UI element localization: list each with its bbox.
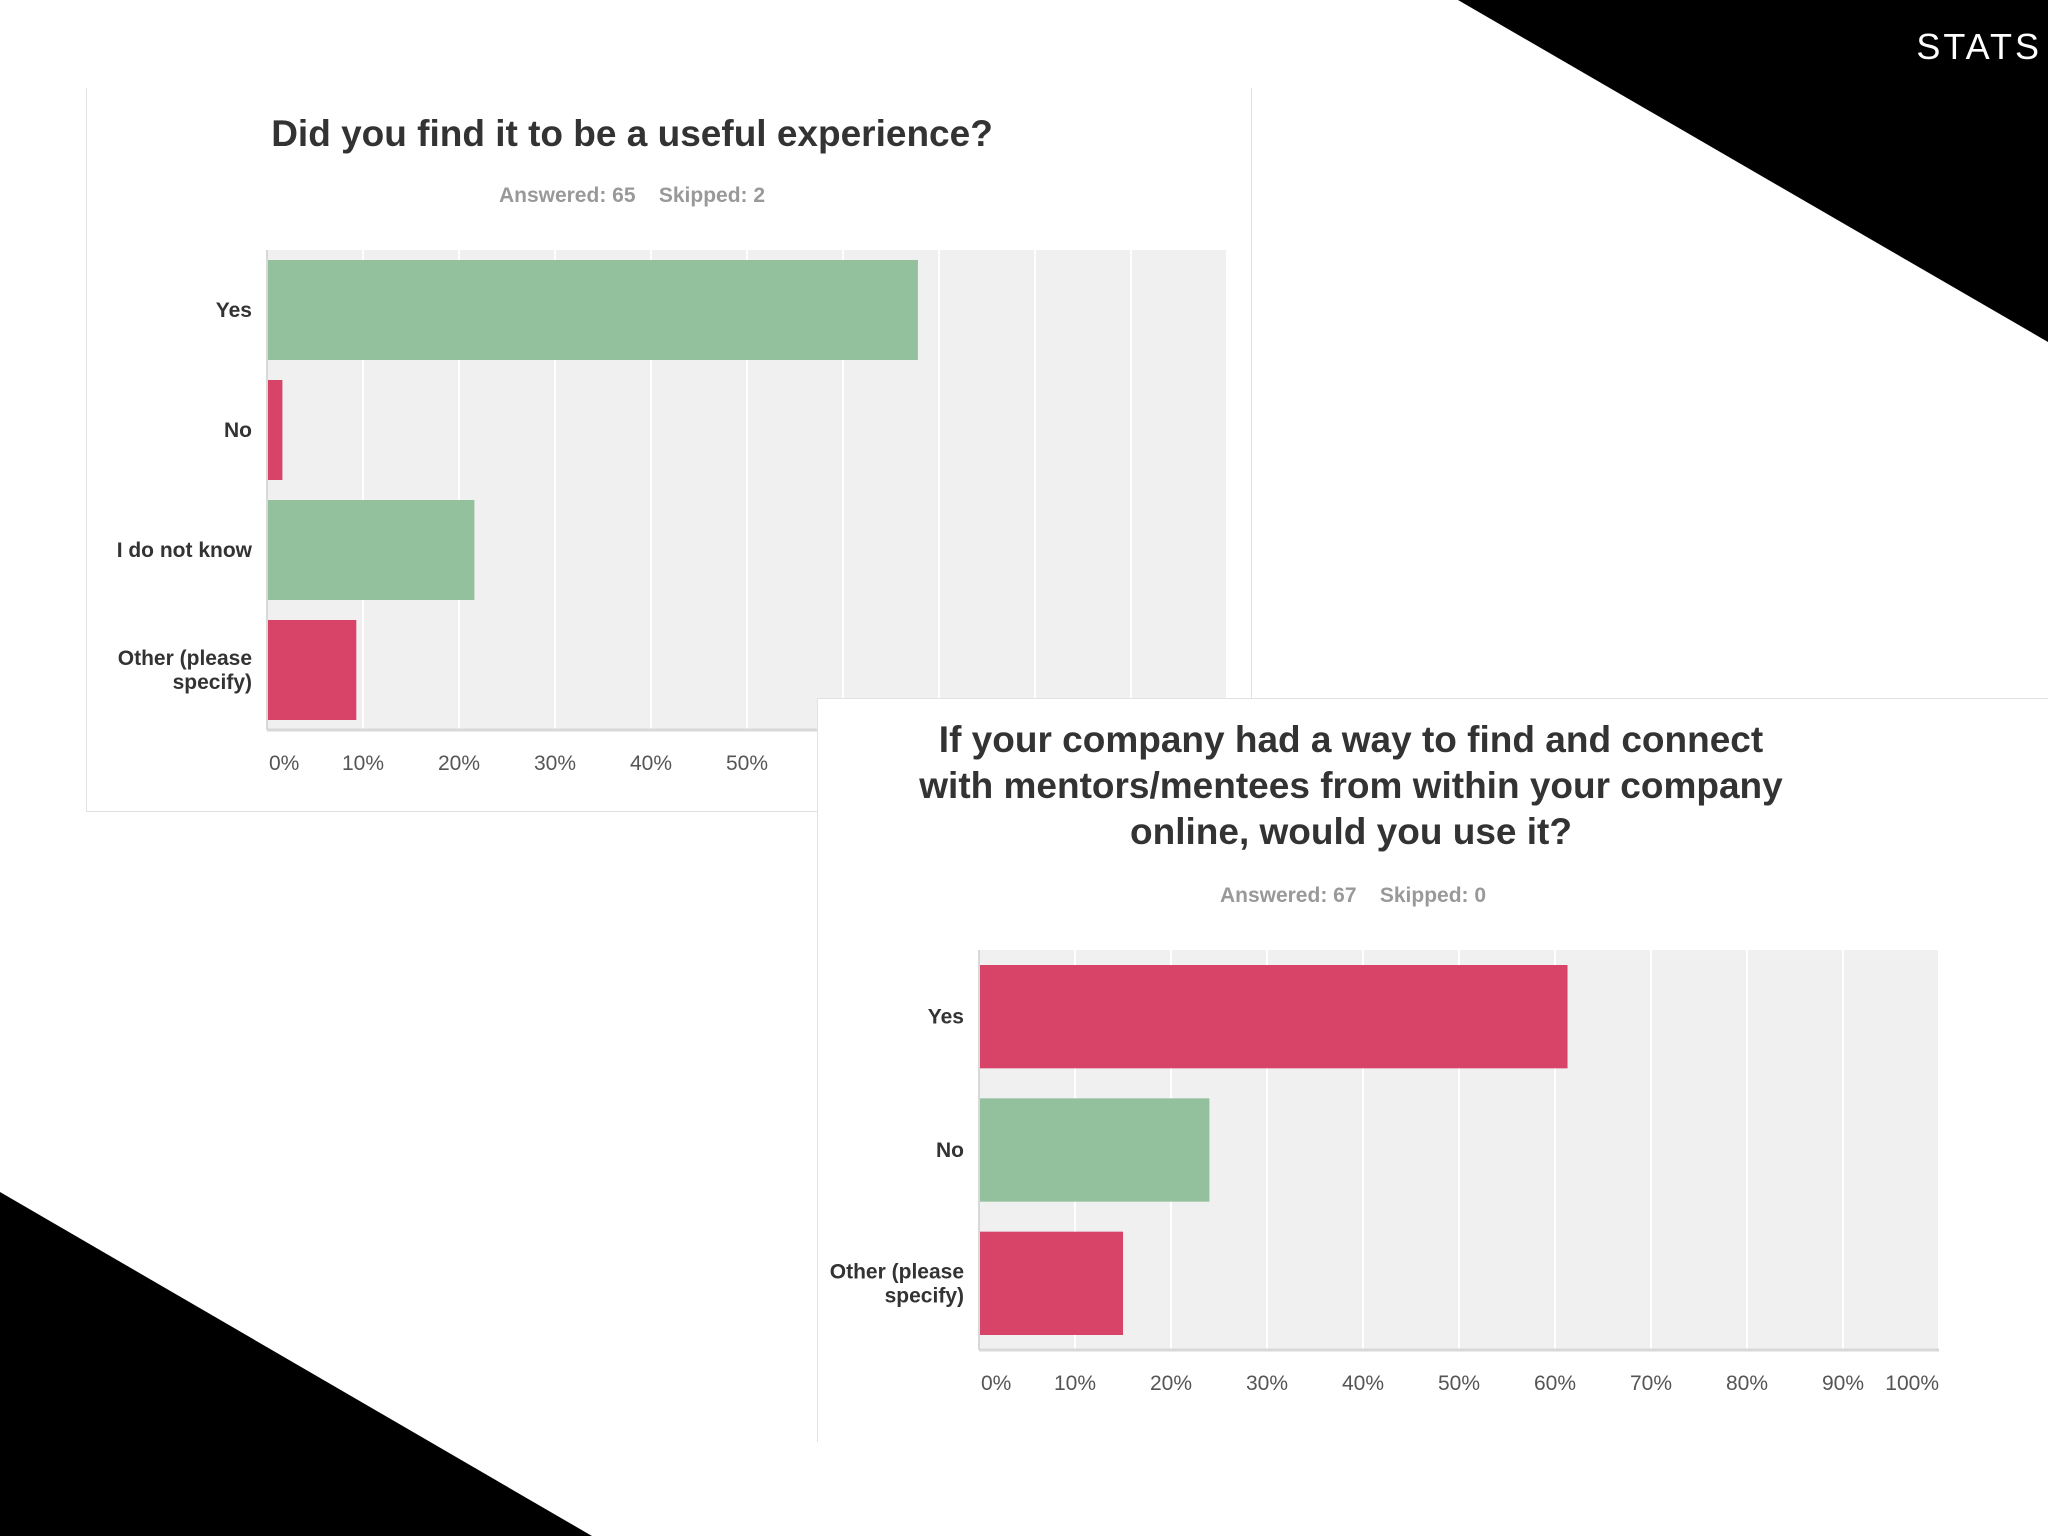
chart-panel-company-mentoring: If your company had a way to find and co… bbox=[817, 698, 2048, 1442]
category-label: Yes bbox=[928, 1006, 964, 1029]
tick-label: 40% bbox=[630, 752, 672, 775]
tick-label: 0% bbox=[269, 752, 299, 775]
chart-subtitle: Answered: 67 Skipped: 0 bbox=[1219, 884, 1487, 907]
category-label: I do not know bbox=[117, 539, 253, 562]
tick-label: 50% bbox=[726, 752, 768, 775]
tick-label: 0% bbox=[981, 1372, 1011, 1395]
tick-label: 90% bbox=[1822, 1372, 1864, 1395]
bottom-left-black-triangle bbox=[0, 1192, 592, 1536]
tick-label: 70% bbox=[1630, 1372, 1672, 1395]
tick-label: 60% bbox=[1534, 1372, 1576, 1395]
tick-label: 20% bbox=[1150, 1372, 1192, 1395]
chart-title: Did you find it to be a useful experienc… bbox=[271, 113, 993, 154]
bar bbox=[980, 1098, 1210, 1202]
bar-chart-company-mentoring: Yes No Other (please specify) 0% 10% 20% 30% 40%… bbox=[830, 950, 1940, 1395]
category-label: No bbox=[224, 419, 252, 442]
category-label: Yes bbox=[216, 299, 252, 322]
slide-label: STATS bbox=[1916, 26, 2042, 67]
tick-label: 30% bbox=[1246, 1372, 1288, 1395]
bar bbox=[980, 1231, 1124, 1335]
top-right-black-triangle bbox=[1458, 0, 2048, 342]
chart-subtitle: Answered: 65 Skipped: 2 bbox=[498, 184, 766, 207]
tick-label: 10% bbox=[1054, 1372, 1096, 1395]
chart-panel-useful-experience: Did you find it to be a useful experienc… bbox=[86, 88, 1252, 812]
category-label: Other (please specify) bbox=[830, 1260, 964, 1307]
bar bbox=[268, 500, 475, 600]
tick-label: 100% bbox=[1885, 1372, 1939, 1395]
tick-label: 10% bbox=[342, 752, 384, 775]
tick-label: 80% bbox=[1726, 1372, 1768, 1395]
bar bbox=[268, 260, 918, 360]
bar bbox=[268, 620, 357, 720]
tick-label: 20% bbox=[438, 752, 480, 775]
tick-label: 40% bbox=[1342, 1372, 1384, 1395]
bar bbox=[268, 380, 283, 480]
tick-label: 50% bbox=[1438, 1372, 1480, 1395]
bar bbox=[980, 965, 1568, 1069]
category-label: No bbox=[936, 1139, 964, 1162]
tick-label: 30% bbox=[534, 752, 576, 775]
bar-chart-useful-experience: Yes No I do not know Other (please specify) 0… bbox=[117, 250, 1228, 775]
category-label: Other (please specify) bbox=[118, 647, 252, 694]
chart-title: If your company had a way to find and co… bbox=[919, 719, 1783, 852]
